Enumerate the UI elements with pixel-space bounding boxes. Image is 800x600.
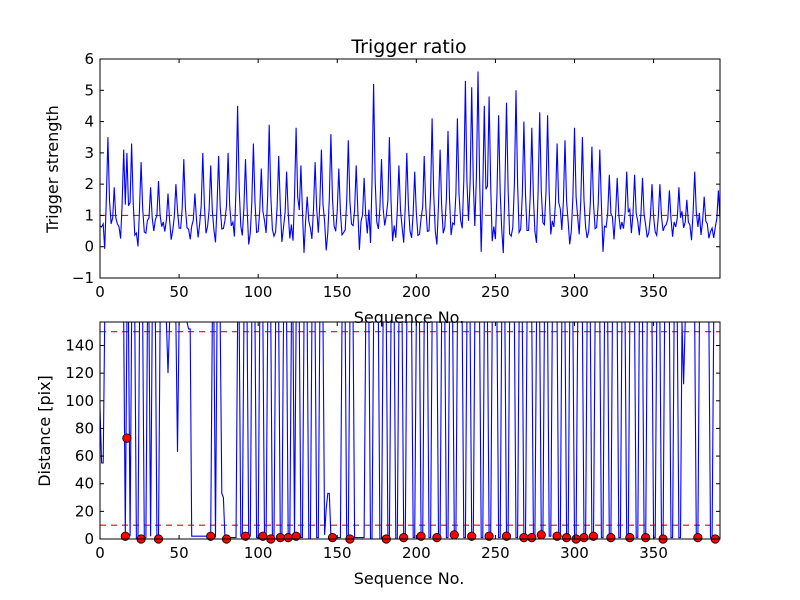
data-series-line [100, 71, 720, 254]
y-tick-label: 3 [84, 144, 94, 162]
top-plot-series-group [100, 71, 720, 254]
x-tick-label: 300 [560, 283, 589, 301]
x-tick-label: 50 [170, 283, 189, 301]
top-title: Trigger ratio [350, 36, 466, 58]
x-tick-label: 100 [244, 283, 273, 301]
data-point-marker [467, 531, 477, 541]
y-tick-label: 80 [75, 419, 94, 437]
bottom-panel: Distance [pix] Sequence No. 0 50 100 150 200… [35, 321, 721, 588]
x-tick-label: 50 [170, 544, 189, 562]
data-point-marker [206, 531, 216, 541]
x-tick-label: 250 [481, 283, 510, 301]
data-point-marker [606, 533, 616, 543]
x-tick-label: 350 [639, 283, 668, 301]
data-point-marker [122, 433, 132, 443]
x-tick-label: 100 [244, 544, 273, 562]
data-point-marker [275, 533, 285, 543]
data-point-marker [693, 533, 703, 543]
data-point-marker [579, 533, 589, 543]
y-tick-label: 100 [65, 392, 94, 410]
data-point-marker [484, 531, 494, 541]
data-point-marker [527, 533, 537, 543]
data-point-marker [536, 530, 546, 540]
x-tick-label: 150 [323, 283, 352, 301]
bottom-plot-area: 0 50 100 150 200 250 300 350 0 20 40 60 80 100 120 140 [65, 321, 721, 562]
y-tick-label: −1 [72, 269, 94, 287]
data-point-marker [432, 533, 442, 543]
data-point-marker [258, 531, 268, 541]
x-tick-label: 300 [560, 544, 589, 562]
y-tick-label: 2 [84, 175, 94, 193]
axes-frame [99, 58, 721, 279]
y-tick-label: 140 [65, 336, 94, 354]
x-tick-label: 200 [402, 283, 431, 301]
y-tick-label: 0 [84, 530, 94, 548]
y-tick-label: 120 [65, 364, 94, 382]
data-point-marker [399, 533, 409, 543]
y-tick-label: 0 [84, 238, 94, 256]
y-tick-label: 60 [75, 447, 94, 465]
x-tick-label: 200 [402, 544, 431, 562]
data-point-marker [416, 531, 426, 541]
y-tick-label: 4 [84, 113, 94, 131]
data-point-marker [641, 533, 651, 543]
data-point-marker [291, 531, 301, 541]
bottom-ylabel: Distance [pix] [35, 375, 54, 487]
data-point-marker [120, 531, 130, 541]
bottom-xlabel: Sequence No. [354, 569, 465, 588]
top-ylabel: Trigger strength [43, 105, 62, 234]
x-tick-label: 150 [323, 544, 352, 562]
y-tick-label: 40 [75, 475, 94, 493]
data-point-marker [552, 531, 562, 541]
y-tick-label: 20 [75, 502, 94, 520]
data-point-marker [449, 530, 459, 540]
data-point-marker [283, 533, 293, 543]
x-tick-label: 0 [95, 283, 105, 301]
data-point-marker [519, 533, 529, 543]
y-tick-label: 1 [84, 206, 94, 224]
x-tick-label: 0 [95, 544, 105, 562]
data-point-marker [327, 533, 338, 543]
x-tick-label: 350 [639, 544, 668, 562]
data-point-marker [588, 531, 599, 541]
axes-frame [99, 321, 721, 540]
data-point-marker [240, 531, 251, 541]
data-point-marker [501, 531, 512, 541]
y-tick-label: 6 [84, 50, 94, 68]
top-xlabel: Sequence No. [354, 308, 465, 327]
data-point-marker [561, 533, 572, 543]
y-tick-label: 5 [84, 81, 94, 99]
data-point-marker [625, 533, 635, 543]
x-tick-label: 250 [481, 544, 510, 562]
